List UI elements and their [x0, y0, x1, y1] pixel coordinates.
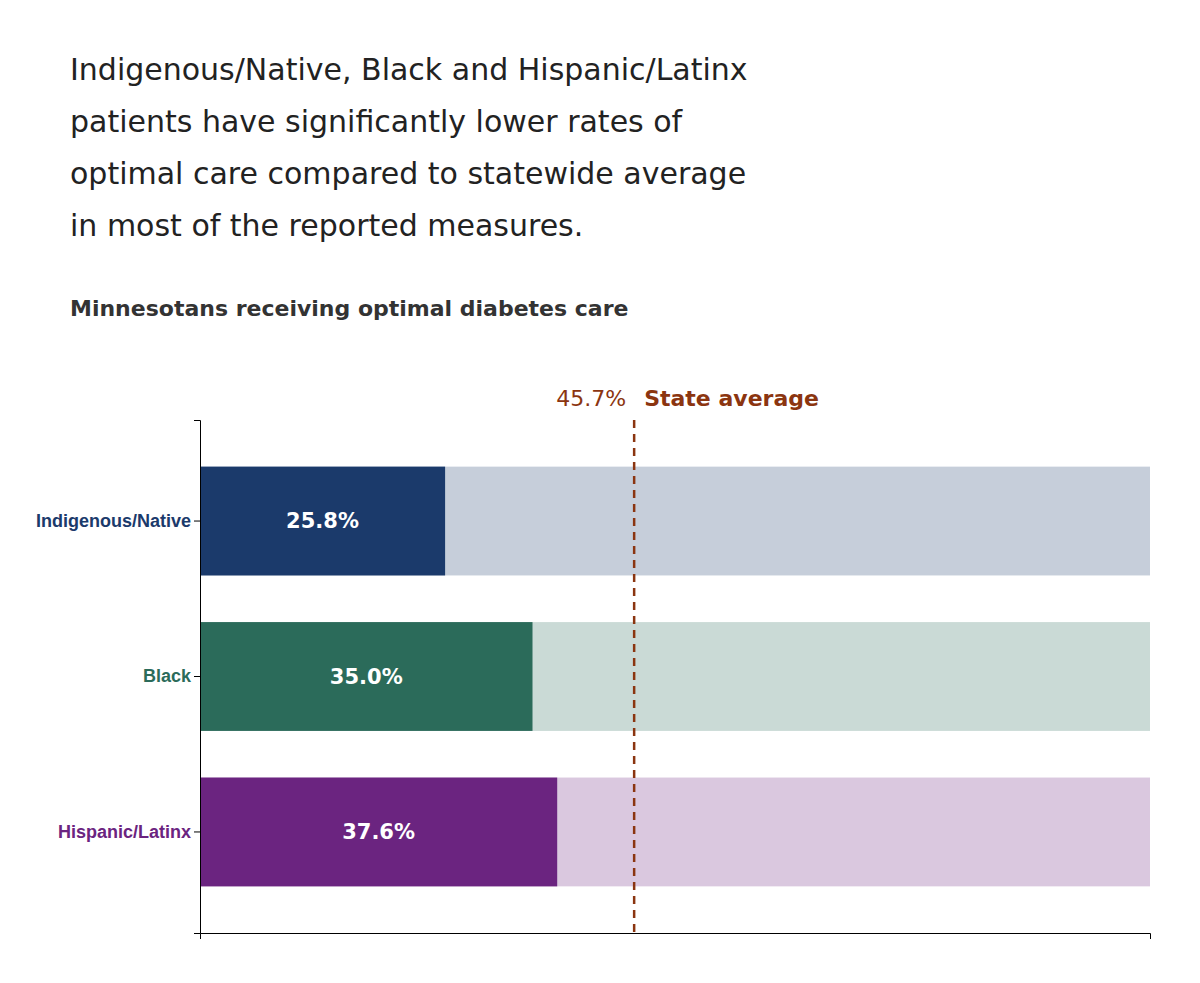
reference-line — [633, 420, 636, 933]
title-line: Indigenous/Native, Black and Hispanic/La… — [70, 52, 748, 87]
y-axis: Indigenous/Native Black Hispanic/Latinx — [36, 421, 201, 934]
bar — [200, 467, 445, 576]
title: Indigenous/Native, Black and Hispanic/La… — [70, 52, 748, 243]
y-tick: Indigenous/Native — [36, 511, 200, 531]
data-label: 37.6% — [342, 820, 415, 844]
x-axis — [201, 934, 1151, 940]
y-tick-label: Indigenous/Native — [36, 511, 191, 531]
data-label: 35.0% — [330, 665, 403, 689]
bar-track — [200, 467, 1150, 576]
data-label: 25.8% — [286, 509, 359, 533]
y-tick: Hispanic/Latinx — [58, 822, 200, 842]
y-tick-mark — [194, 676, 200, 677]
title-line: patients have significantly lower rates … — [70, 104, 684, 139]
bar-track — [200, 778, 1150, 887]
x-axis-line — [201, 934, 1151, 940]
annotation-value: 45.7% — [556, 386, 626, 411]
y-tick-label: Black — [143, 666, 192, 686]
marks — [200, 420, 1150, 933]
bar — [200, 778, 557, 887]
subtitle: Minnesotans receiving optimal diabetes c… — [70, 296, 628, 321]
y-tick: Black — [143, 666, 200, 686]
title-line: in most of the reported measures. — [70, 208, 583, 243]
annotation-text: State average — [644, 386, 819, 411]
chart: Indigenous/Native, Black and Hispanic/La… — [0, 0, 1200, 983]
y-tick-label: Hispanic/Latinx — [58, 822, 191, 842]
title-line: optimal care compared to statewide avera… — [70, 156, 746, 191]
y-tick-mark — [194, 831, 200, 832]
data-labels: 25.8% 35.0% 37.6% — [286, 509, 415, 844]
plot: 25.8% 35.0% 37.6% 45.7% State average Indigen… — [36, 386, 1151, 940]
y-axis-line — [194, 421, 201, 934]
bar-track — [200, 622, 1150, 731]
bar — [200, 622, 533, 731]
y-tick-mark — [194, 521, 200, 522]
